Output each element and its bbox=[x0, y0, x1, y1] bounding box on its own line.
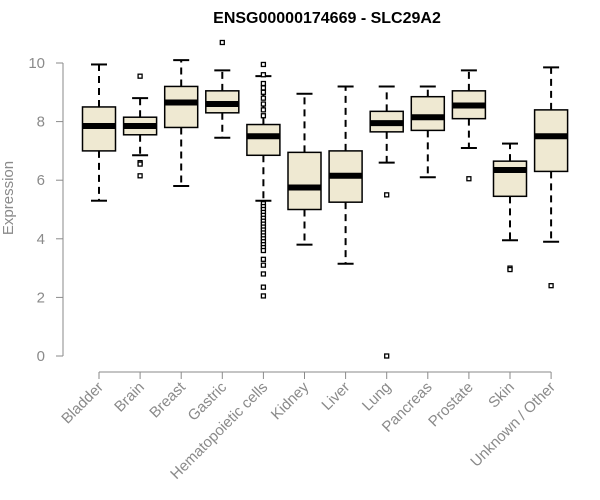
y-axis: 0 2 4 6 8 10 bbox=[28, 55, 64, 365]
outlier-point bbox=[260, 284, 267, 290]
x-tick-label: Skin bbox=[485, 379, 518, 412]
outlier-point bbox=[137, 73, 143, 79]
outlier-point bbox=[260, 293, 267, 299]
box-iqr bbox=[246, 123, 281, 157]
outlier-point bbox=[137, 161, 143, 167]
y-tick-label: 4 bbox=[37, 231, 45, 248]
outlier-point bbox=[260, 72, 267, 78]
box-iqr bbox=[492, 160, 528, 198]
chart-title: ENSG00000174669 - SLC29A2 bbox=[213, 10, 441, 27]
x-tick-label: Brain bbox=[111, 379, 148, 416]
outlier-point bbox=[137, 173, 143, 179]
box-prostate bbox=[451, 69, 487, 182]
box-kidney bbox=[287, 92, 322, 246]
y-tick-label: 2 bbox=[37, 289, 45, 306]
box-brain bbox=[122, 73, 158, 179]
box-hematopoietic-cells bbox=[246, 61, 281, 299]
outlier-point bbox=[260, 256, 267, 262]
x-tick-label: Liver bbox=[318, 379, 353, 414]
outlier-point bbox=[466, 176, 472, 182]
box-liver bbox=[328, 85, 363, 265]
outlier-point bbox=[384, 353, 390, 359]
x-tick-label: Lung bbox=[359, 379, 395, 415]
outlier-point bbox=[384, 192, 390, 198]
outlier-point bbox=[260, 247, 267, 254]
box-gastric bbox=[205, 39, 240, 139]
y-axis-label: Expression bbox=[0, 161, 17, 235]
outlier-point bbox=[260, 107, 267, 113]
y-tick-label: 8 bbox=[37, 114, 45, 131]
box-breast bbox=[163, 59, 199, 188]
outlier-point bbox=[260, 61, 267, 68]
outlier-point bbox=[260, 85, 267, 91]
outlier-point bbox=[260, 95, 267, 101]
y-tick-label: 0 bbox=[37, 348, 45, 365]
y-tick-label: 6 bbox=[37, 172, 45, 189]
box-skin bbox=[492, 142, 528, 273]
outlier-point bbox=[548, 283, 554, 289]
outlier-point bbox=[260, 89, 267, 95]
outlier-point bbox=[260, 262, 267, 268]
outlier-point bbox=[260, 271, 267, 277]
outlier-point bbox=[260, 113, 267, 119]
x-tick-label: Prostate bbox=[425, 379, 477, 431]
box-series bbox=[81, 39, 569, 359]
box-pancreas bbox=[410, 85, 446, 179]
box-iqr bbox=[287, 151, 322, 211]
box-iqr bbox=[163, 85, 199, 129]
x-tick-label: Kidney bbox=[268, 378, 313, 423]
box-iqr bbox=[533, 109, 569, 173]
x-tick-label: Bladder bbox=[58, 379, 107, 428]
outlier-point bbox=[507, 266, 513, 273]
box-iqr bbox=[410, 95, 446, 132]
box-bladder bbox=[81, 63, 117, 202]
y-tick-label: 10 bbox=[28, 55, 45, 72]
outlier-point bbox=[260, 80, 267, 87]
box-lung bbox=[369, 85, 404, 359]
x-tick-label: Breast bbox=[146, 378, 189, 421]
box-unknown-other bbox=[533, 66, 569, 289]
outlier-point bbox=[260, 101, 267, 107]
outlier-point bbox=[219, 39, 225, 46]
